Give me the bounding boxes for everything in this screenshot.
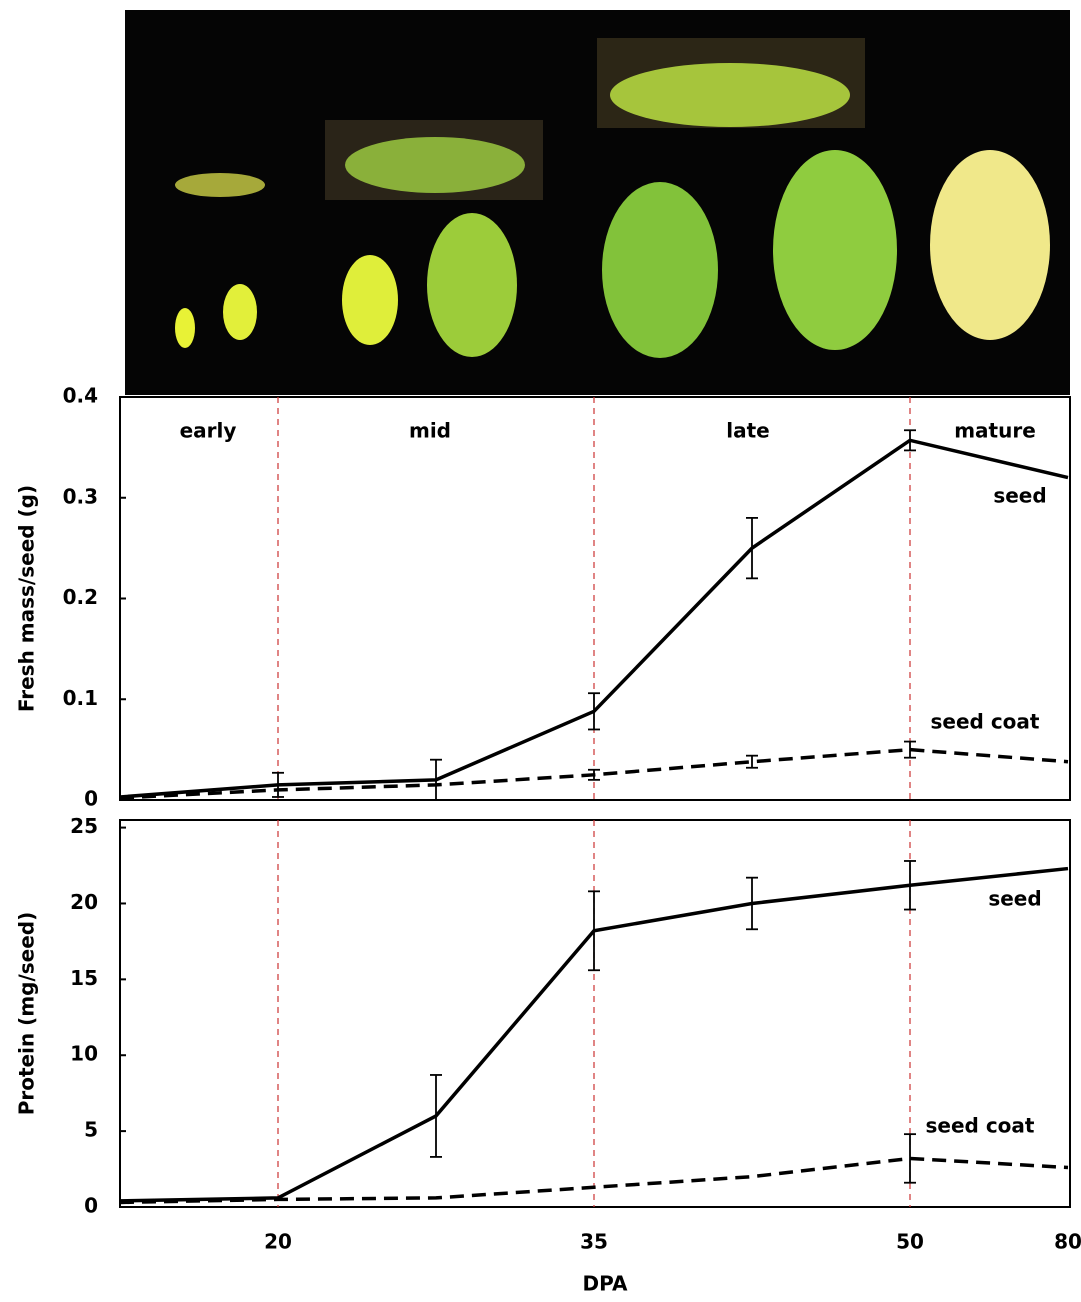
photo <box>125 10 1070 395</box>
y-tick-label: 15 <box>70 966 98 990</box>
y-tick-label: 10 <box>70 1042 98 1066</box>
error-bar <box>746 754 758 769</box>
y-tick-label: 0.1 <box>63 686 98 710</box>
error-bar <box>430 1074 442 1158</box>
x-tick-label: 20 <box>264 1230 292 1254</box>
error-bar <box>588 768 600 781</box>
error-bar <box>904 429 916 452</box>
error-bar <box>904 740 916 759</box>
x-tick-label: 50 <box>896 1230 924 1254</box>
stage-label: early <box>180 419 237 443</box>
y-tick-label: 25 <box>70 814 98 838</box>
stage-label: late <box>726 419 769 443</box>
y-tick-label: 0.3 <box>63 484 98 508</box>
series-label: seed coat <box>931 710 1040 734</box>
stage-label: mature <box>954 419 1036 443</box>
x-tick-label: 80 <box>1054 1230 1081 1254</box>
error-bar <box>746 517 758 580</box>
error-bar <box>904 1133 916 1184</box>
y-axis-label: Fresh mass/seed (g) <box>15 485 39 712</box>
error-bar <box>272 771 284 798</box>
series-line <box>119 1156 1069 1205</box>
error-bar <box>430 758 442 801</box>
error-bar <box>746 876 758 931</box>
y-tick-label: 0 <box>84 787 98 811</box>
plot-area <box>119 819 1071 1208</box>
x-tick-label: 35 <box>580 1230 608 1254</box>
series-label: seed <box>988 887 1041 911</box>
y-axis-label: Protein (mg/seed) <box>15 912 39 1116</box>
series-label: seed <box>993 484 1046 508</box>
y-tick-label: 0.4 <box>63 384 98 408</box>
y-tick-label: 5 <box>84 1118 98 1142</box>
y-tick-label: 20 <box>70 890 98 914</box>
error-bar <box>588 692 600 731</box>
plot-area <box>119 396 1071 801</box>
x-axis-label: DPA <box>583 1272 628 1296</box>
stage-label: mid <box>409 419 451 443</box>
y-tick-label: 0.2 <box>63 585 98 609</box>
y-tick-label: 0 <box>84 1194 98 1218</box>
error-bar <box>588 890 600 972</box>
series-label: seed coat <box>926 1114 1035 1138</box>
error-bar <box>904 860 916 911</box>
